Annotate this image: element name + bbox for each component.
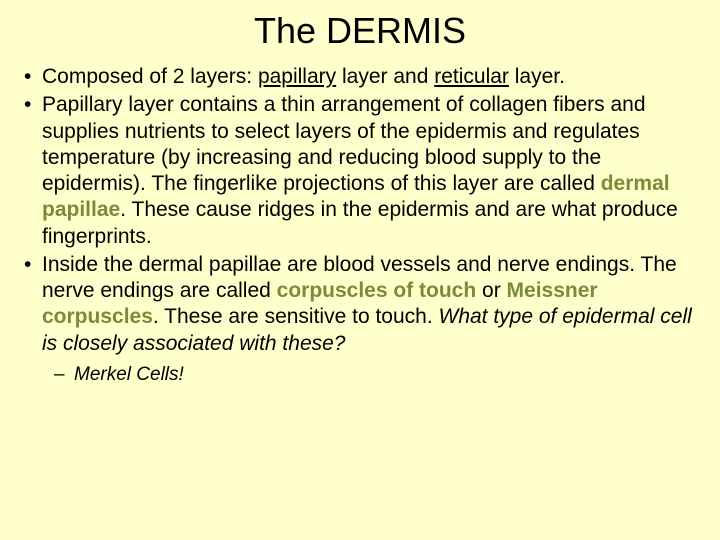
underlined-term: papillary xyxy=(258,65,336,88)
text: layer and xyxy=(336,65,434,88)
underlined-term: reticular xyxy=(434,65,509,88)
text: Papillary layer contains a thin arrangem… xyxy=(42,93,646,195)
bold-term: corpuscles of touch xyxy=(277,279,477,302)
text: Composed of 2 layers: xyxy=(42,65,258,88)
slide-title: The DERMIS xyxy=(18,10,702,52)
text: layer. xyxy=(509,65,565,88)
answer-text: Merkel Cells! xyxy=(74,364,184,385)
list-item: Papillary layer contains a thin arrangem… xyxy=(18,92,702,250)
list-sub-item: Merkel Cells! xyxy=(18,363,702,387)
bullet-list: Composed of 2 layers: papillary layer an… xyxy=(18,64,702,387)
text: . These cause ridges in the epidermis an… xyxy=(42,198,678,247)
list-item: Composed of 2 layers: papillary layer an… xyxy=(18,64,702,90)
list-item: Inside the dermal papillae are blood ves… xyxy=(18,252,702,357)
text: or xyxy=(476,279,506,302)
text: . These are sensitive to touch. xyxy=(153,305,439,328)
slide: The DERMIS Composed of 2 layers: papilla… xyxy=(0,0,720,540)
